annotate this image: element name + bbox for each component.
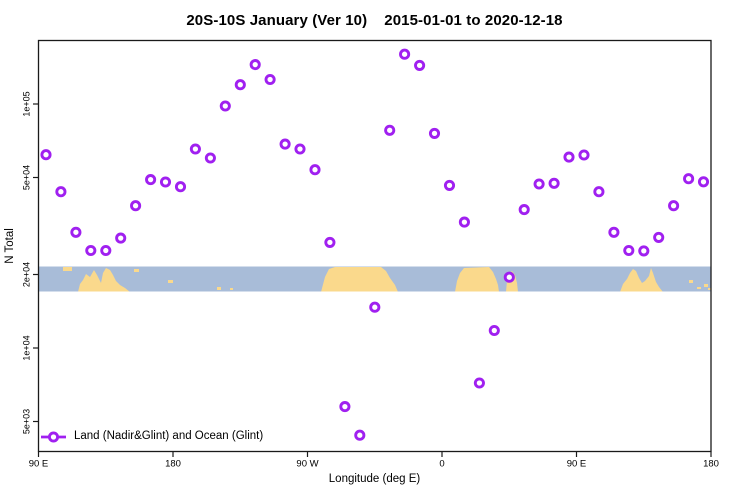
legend-marker-icon — [47, 431, 60, 443]
map-band-island — [217, 287, 221, 290]
data-point — [563, 151, 575, 163]
map-band-island — [63, 267, 72, 271]
data-point — [85, 244, 97, 257]
x-tick-label: 90 E — [567, 459, 587, 470]
data-point — [324, 236, 336, 248]
y-tick-label: 5e+03 — [22, 409, 32, 434]
y-tick-label: 1e+04 — [22, 335, 32, 360]
map-band-island — [168, 280, 173, 283]
map-band-island — [134, 269, 139, 272]
x-tick-label: 0 — [439, 459, 444, 470]
data-point — [339, 401, 351, 413]
data-point — [100, 244, 112, 257]
legend — [41, 431, 66, 443]
data-point — [443, 179, 456, 191]
y-tick-label: 2e+04 — [22, 262, 32, 287]
y-axis: 1e+05 5e+04 2e+04 1e+04 5e+03 — [22, 91, 39, 434]
data-point — [653, 231, 665, 243]
map-band — [38, 266, 711, 292]
data-point — [414, 59, 426, 71]
data-point — [503, 271, 515, 283]
data-point — [668, 200, 680, 212]
map-band-island — [704, 284, 708, 287]
data-point — [115, 232, 127, 244]
data-point — [638, 245, 650, 257]
data-point — [473, 377, 485, 389]
data-point — [458, 216, 470, 228]
map-band-island — [230, 288, 233, 290]
x-tick-label: 180 — [165, 459, 181, 470]
data-point — [234, 79, 246, 91]
data-point — [354, 429, 366, 441]
y-axis-label: N Total — [4, 228, 16, 264]
data-point — [428, 127, 441, 139]
map-band-island — [689, 280, 693, 283]
data-point — [309, 164, 321, 176]
chart-title: 20S-10S January (Ver 10) 2015-01-01 to 2… — [186, 12, 563, 29]
data-point — [204, 152, 216, 164]
data-point — [219, 100, 231, 112]
map-band-land — [78, 268, 130, 292]
y-tick-label: 5e+04 — [22, 165, 32, 190]
x-tick-label: 90 W — [296, 459, 318, 470]
data-point — [399, 48, 411, 60]
x-axis: 90 E 180 90 W 0 90 E 180 — [29, 451, 719, 470]
data-point — [623, 244, 635, 257]
data-point — [40, 149, 52, 161]
data-point — [578, 149, 590, 161]
data-point — [593, 186, 605, 198]
data-point — [533, 178, 545, 190]
map-band-land — [321, 267, 398, 292]
map-band-land — [455, 267, 499, 292]
map-band-land — [620, 268, 663, 292]
x-tick-label: 90 E — [29, 459, 49, 470]
data-point — [488, 324, 500, 337]
data-point — [145, 174, 157, 186]
data-point — [384, 124, 396, 136]
data-point — [548, 177, 560, 189]
data-point — [174, 181, 187, 193]
data-point — [264, 73, 276, 86]
map-band-island — [697, 287, 701, 289]
data-point — [608, 226, 620, 238]
y-tick-label: 1e+05 — [22, 91, 32, 116]
plot-box — [37, 39, 712, 453]
data-point — [130, 200, 142, 212]
x-tick-label: 180 — [703, 459, 719, 470]
data-point — [294, 143, 306, 155]
data-point — [683, 173, 695, 185]
data-point — [189, 143, 201, 155]
data-point — [518, 204, 530, 216]
data-point — [159, 176, 172, 188]
data-point — [279, 138, 291, 150]
data-point — [697, 176, 710, 188]
data-point — [369, 301, 381, 313]
data-point — [70, 226, 82, 238]
map-band-island — [708, 288, 711, 290]
legend-series-label: Land (Nadir&Glint) and Ocean (Glint) — [74, 430, 264, 442]
x-axis-label: Longitude (deg E) — [328, 473, 421, 485]
data-point — [249, 59, 261, 71]
series-points — [40, 48, 710, 441]
data-point — [55, 186, 67, 198]
